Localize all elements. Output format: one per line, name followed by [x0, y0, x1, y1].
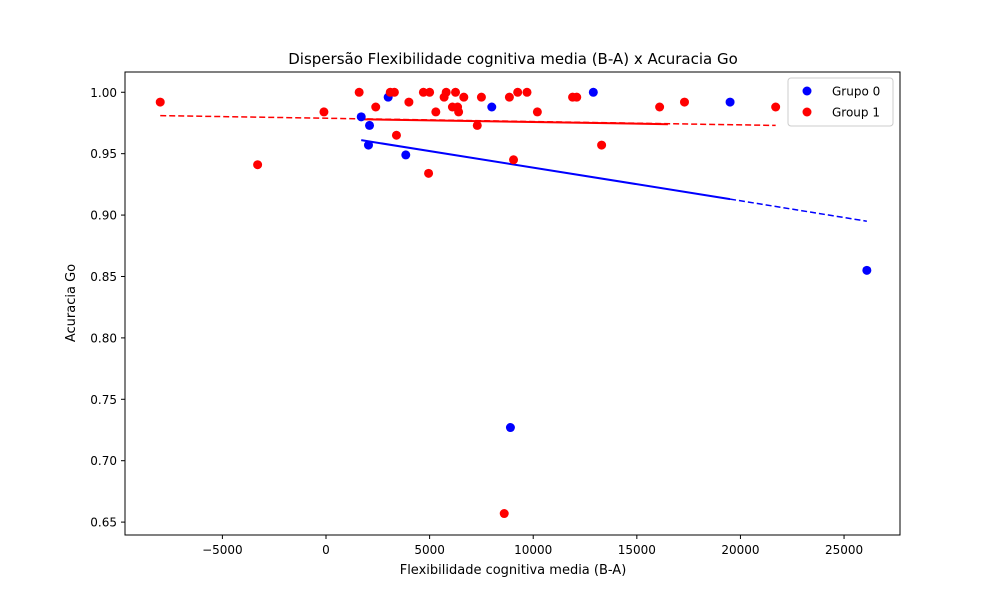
series-1-point — [655, 102, 665, 112]
series-0-point — [588, 87, 598, 97]
x-tick-label: −5000 — [202, 543, 243, 557]
series-1-point — [155, 97, 165, 107]
legend-marker-0 — [802, 86, 812, 96]
y-tick-label: 0.65 — [90, 516, 117, 530]
y-tick-label: 1.00 — [90, 86, 117, 100]
series-0-trend-solid — [361, 139, 731, 201]
series-1-point — [771, 102, 781, 112]
series-1-point — [476, 92, 486, 102]
series-1-point — [509, 155, 519, 165]
chart-title: Dispersão Flexibilidade cognitiva media … — [288, 50, 738, 68]
y-tick-label: 0.90 — [90, 209, 117, 223]
series-1-point — [418, 87, 428, 97]
series-1-point — [532, 107, 542, 117]
series-1-point — [504, 92, 514, 102]
series-1-point — [459, 92, 469, 102]
series-0-point — [487, 102, 497, 112]
series-1-point — [425, 87, 435, 97]
series-0-point — [356, 112, 366, 122]
series-1-point — [597, 140, 607, 150]
series-0-trend-dashed — [729, 198, 867, 222]
legend-label-1: Group 1 — [832, 106, 880, 120]
y-tick-label: 0.85 — [90, 270, 117, 284]
y-tick-label: 0.95 — [90, 147, 117, 161]
series-1-point — [513, 87, 523, 97]
series-1-point — [454, 107, 464, 117]
x-tick-label: 25000 — [825, 543, 863, 557]
legend-box — [787, 77, 894, 127]
series-1-point — [451, 87, 461, 97]
series-1-point — [679, 97, 689, 107]
y-tick-label: 0.75 — [90, 393, 117, 407]
legend-marker-1 — [802, 107, 812, 117]
series-1-point — [404, 97, 414, 107]
series-0-point — [363, 140, 373, 150]
legend-label-0: Grupo 0 — [832, 85, 880, 99]
series-0-point — [725, 97, 735, 107]
series-0-point — [365, 120, 375, 130]
series-1-point — [572, 92, 582, 102]
plot-layer: −5000 0 5000 10000 15000 20000 25000 0.65 0.70 0.… — [90, 71, 901, 557]
series-0-point — [401, 150, 411, 160]
x-tick-label: 0 — [322, 543, 330, 557]
series-1-point — [391, 130, 401, 140]
y-tick-label: 0.80 — [90, 331, 117, 345]
series-1-point — [424, 168, 434, 178]
series-1-point — [253, 160, 263, 170]
series-1-point — [389, 87, 399, 97]
y-axis-label: Acuracia Go — [64, 264, 79, 342]
series-1-point — [472, 120, 482, 130]
plot-frame — [124, 71, 901, 536]
x-tick-label: 10000 — [514, 543, 552, 557]
x-axis-label: Flexibilidade cognitiva media (B-A) — [400, 563, 627, 578]
series-1-point — [441, 87, 451, 97]
legend: Grupo 0 Group 1 — [787, 77, 894, 127]
series-1-point — [319, 107, 329, 117]
x-tick-label: 15000 — [618, 543, 656, 557]
series-0-point — [505, 423, 515, 433]
x-tick-label: 5000 — [414, 543, 445, 557]
series-1-point — [354, 87, 364, 97]
series-1-point — [431, 107, 441, 117]
series-1-point — [371, 102, 381, 112]
series-0-point — [862, 265, 872, 275]
x-tick-label: 20000 — [721, 543, 759, 557]
y-tick-label: 0.70 — [90, 454, 117, 468]
series-1-trend-solid — [359, 118, 668, 126]
series-1-point — [522, 87, 532, 97]
series-1-point — [499, 509, 509, 519]
